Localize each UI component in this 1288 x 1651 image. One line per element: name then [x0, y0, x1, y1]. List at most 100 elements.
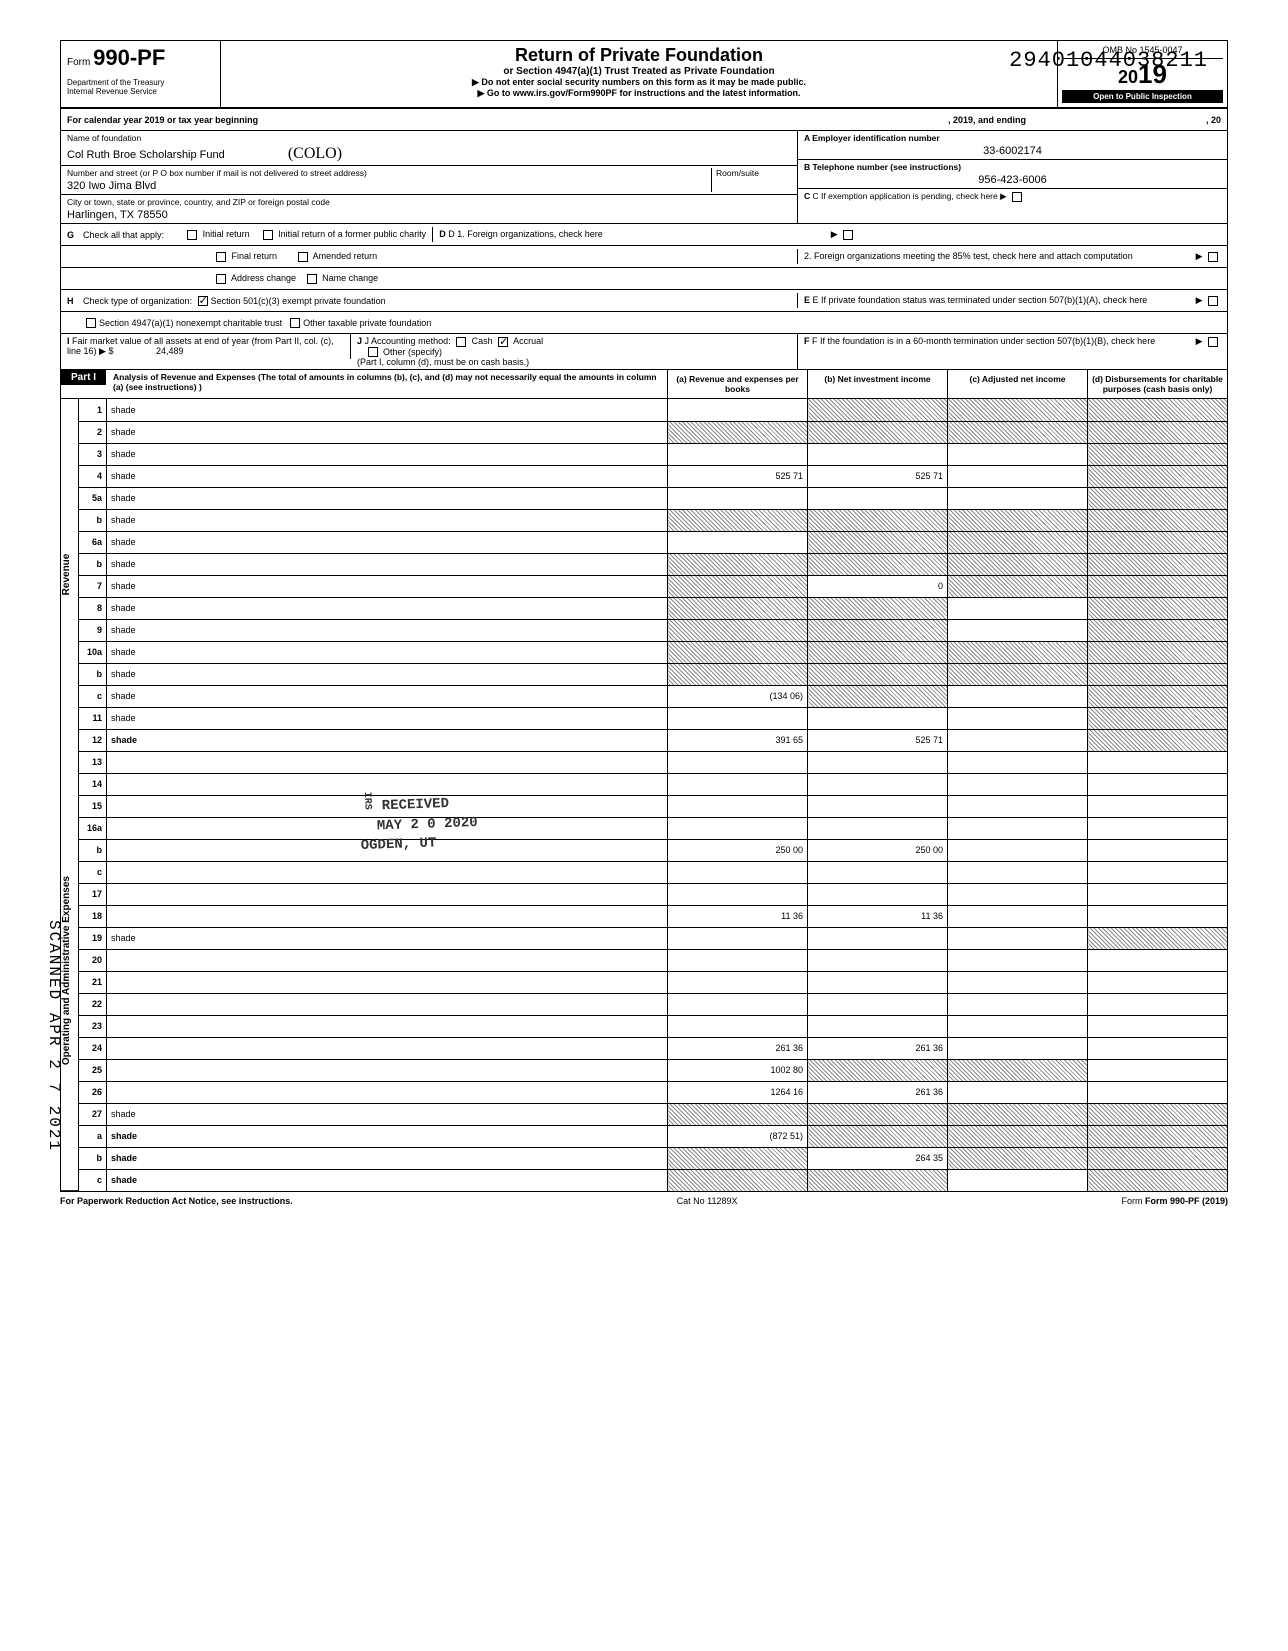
line-desc: shade — [107, 1147, 668, 1169]
table-row: 251002 80 — [79, 1059, 1228, 1081]
table-row: 10ashade — [79, 641, 1228, 663]
final-return-cb[interactable] — [216, 252, 226, 262]
line-desc: shade — [107, 421, 668, 443]
line-number: 18 — [79, 905, 107, 927]
amount-cell: 250 00 — [808, 839, 948, 861]
amount-cell: 264 35 — [808, 1147, 948, 1169]
amount-cell — [808, 553, 948, 575]
amount-cell — [948, 773, 1088, 795]
amended-cb[interactable] — [298, 252, 308, 262]
ssn-warning: ▶ Do not enter social security numbers o… — [229, 77, 1049, 88]
cat-no: Cat No 11289X — [677, 1196, 738, 1206]
amount-cell — [668, 553, 808, 575]
line-desc — [107, 1081, 668, 1103]
table-row: b250 00250 00 — [79, 839, 1228, 861]
table-row: 5ashade — [79, 487, 1228, 509]
accrual-label: Accrual — [513, 336, 543, 346]
part1-desc: Analysis of Revenue and Expenses (The to… — [109, 370, 667, 398]
amount-cell — [668, 971, 808, 993]
amount-cell: 261 36 — [808, 1081, 948, 1103]
initial-return-cb[interactable] — [187, 230, 197, 240]
table-row: 12shade391 65525 71 — [79, 729, 1228, 751]
line-desc: shade — [107, 465, 668, 487]
other-method-cb[interactable] — [368, 347, 378, 357]
amount-cell: 391 65 — [668, 729, 808, 751]
4947-cb[interactable] — [86, 318, 96, 328]
amount-cell — [668, 861, 808, 883]
table-row: 22 — [79, 993, 1228, 1015]
d1-text: D 1. Foreign organizations, check here — [448, 229, 603, 239]
amount-cell — [948, 619, 1088, 641]
501c3-cb[interactable] — [198, 296, 208, 306]
dln: 29401044038211 — [1009, 48, 1208, 73]
line-desc: shade — [107, 509, 668, 531]
row-ijf: I Fair market value of all assets at end… — [60, 334, 1228, 370]
amount-cell — [948, 553, 1088, 575]
amount-cell — [668, 707, 808, 729]
table-row: bshade264 35 — [79, 1147, 1228, 1169]
line-desc: shade — [107, 927, 668, 949]
f-checkbox[interactable] — [1208, 337, 1218, 347]
amount-cell — [948, 795, 1088, 817]
address-change-cb[interactable] — [216, 274, 226, 284]
form-number: Form 990-PF — [67, 45, 214, 71]
line-desc — [107, 993, 668, 1015]
amount-cell — [1088, 1015, 1228, 1037]
amount-cell — [948, 399, 1088, 421]
table-row: 7shade0 — [79, 575, 1228, 597]
line-desc: shade — [107, 1103, 668, 1125]
name-change-cb[interactable] — [307, 274, 317, 284]
line-desc: shade — [107, 399, 668, 421]
tel-label: B Telephone number (see instructions) — [804, 162, 1221, 172]
c-checkbox[interactable] — [1012, 192, 1022, 202]
row-h2: Section 4947(a)(1) nonexempt charitable … — [60, 312, 1228, 334]
ein-value: 33-6002174 — [804, 143, 1221, 157]
other-taxable-label: Other taxable private foundation — [303, 318, 431, 328]
cash-cb[interactable] — [456, 337, 466, 347]
col-a-head: (a) Revenue and expenses per books — [667, 370, 807, 398]
table-row: bshade — [79, 663, 1228, 685]
col-b-head: (b) Net investment income — [807, 370, 947, 398]
amount-cell — [808, 509, 948, 531]
amount-cell: 250 00 — [668, 839, 808, 861]
amount-cell: 11 36 — [668, 905, 808, 927]
table-row: 27shade — [79, 1103, 1228, 1125]
line-desc — [107, 883, 668, 905]
line-number: 21 — [79, 971, 107, 993]
row-g2: Final return Amended return 2. Foreign o… — [60, 246, 1228, 268]
line-desc: shade — [107, 663, 668, 685]
goto-url: ▶ Go to www.irs.gov/Form990PF for instru… — [229, 88, 1049, 99]
name-label: Name of foundation — [67, 133, 791, 143]
amount-cell — [808, 927, 948, 949]
other-taxable-cb[interactable] — [290, 318, 300, 328]
e-checkbox[interactable] — [1208, 296, 1218, 306]
line-number: 20 — [79, 949, 107, 971]
col-c-head: (c) Adjusted net income — [947, 370, 1087, 398]
line-desc: shade — [107, 575, 668, 597]
table-row: cshade(134 06) — [79, 685, 1228, 707]
amount-cell: 525 71 — [808, 465, 948, 487]
line-number: c — [79, 861, 107, 883]
line-desc: shade — [107, 443, 668, 465]
final-return: Final return — [232, 251, 278, 261]
amount-cell — [668, 1169, 808, 1191]
stamp-date: MAY 2 0 2020 — [377, 815, 478, 835]
amount-cell — [1088, 1125, 1228, 1147]
amount-cell — [668, 1147, 808, 1169]
j-label: J Accounting method: — [365, 336, 451, 346]
table-row: 11shade — [79, 707, 1228, 729]
d1-checkbox[interactable] — [843, 230, 853, 240]
line-desc: shade — [107, 641, 668, 663]
amount-cell — [948, 443, 1088, 465]
j-note: (Part I, column (d), must be on cash bas… — [357, 357, 529, 367]
accrual-cb[interactable] — [498, 337, 508, 347]
initial-former-cb[interactable] — [263, 230, 273, 240]
amount-cell — [1088, 861, 1228, 883]
line-desc: shade — [107, 619, 668, 641]
amount-cell — [1088, 465, 1228, 487]
amount-cell — [808, 817, 948, 839]
amount-cell — [948, 729, 1088, 751]
d2-checkbox[interactable] — [1208, 252, 1218, 262]
line-number: 8 — [79, 597, 107, 619]
table-row: c — [79, 861, 1228, 883]
